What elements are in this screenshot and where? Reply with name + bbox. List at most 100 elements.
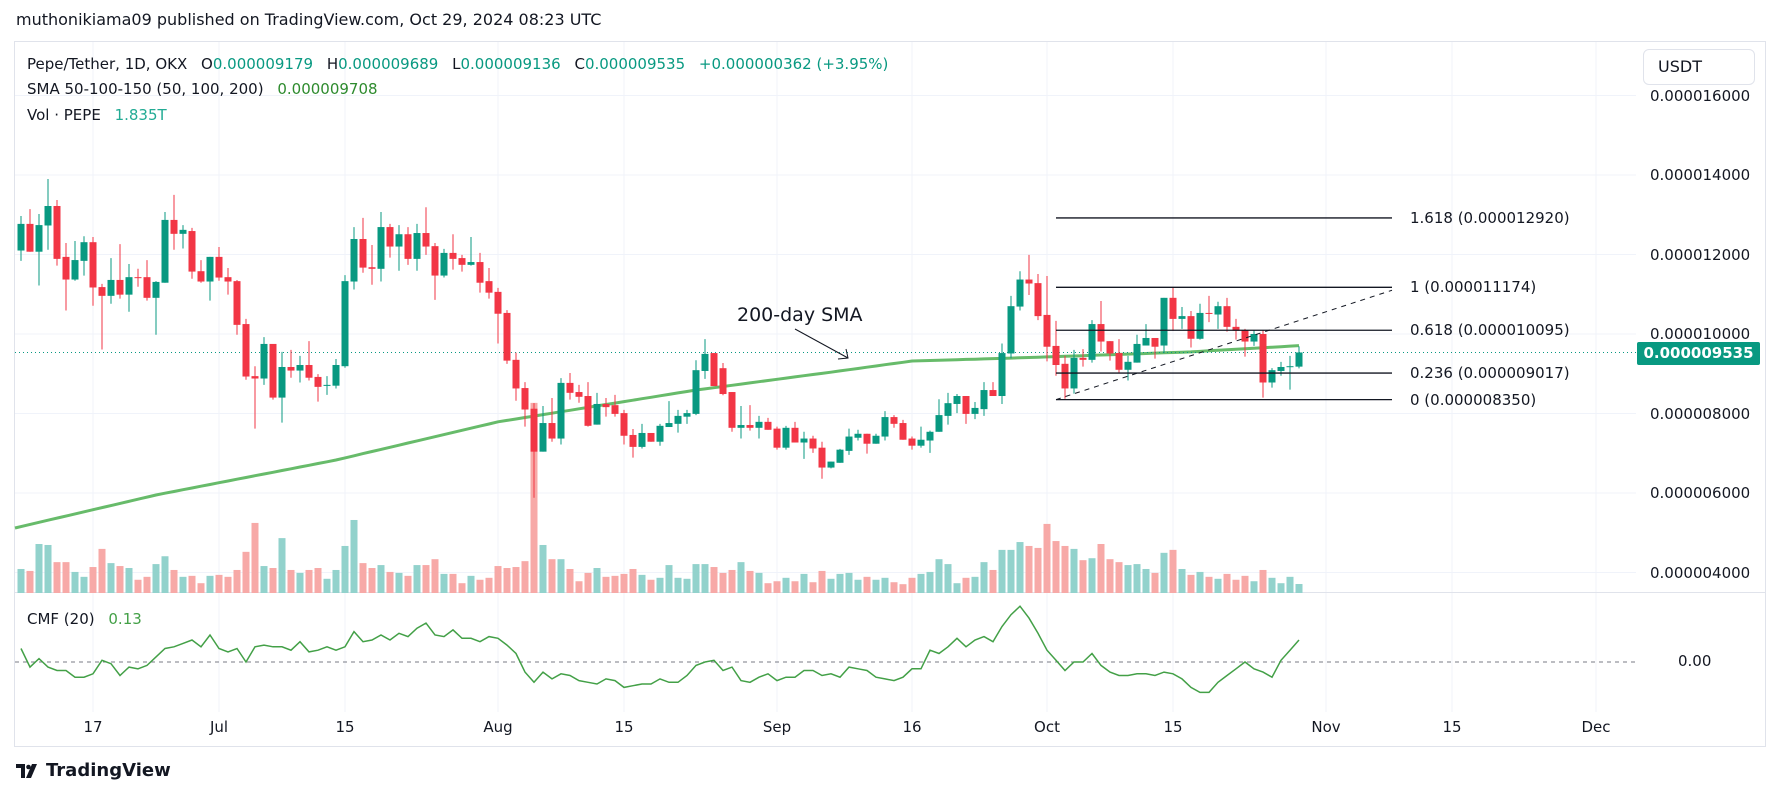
candle[interactable] bbox=[422, 207, 430, 255]
candle[interactable] bbox=[674, 409, 682, 433]
candle[interactable] bbox=[1124, 355, 1132, 381]
candle[interactable] bbox=[683, 409, 691, 424]
candle[interactable] bbox=[368, 244, 376, 285]
candle[interactable] bbox=[530, 403, 538, 498]
sma-annotation-text[interactable]: 200-day SMA bbox=[737, 304, 863, 326]
candle[interactable] bbox=[314, 374, 322, 402]
candle[interactable] bbox=[359, 217, 367, 273]
candle[interactable] bbox=[98, 283, 106, 350]
candle[interactable] bbox=[971, 401, 979, 420]
candle[interactable] bbox=[1169, 287, 1177, 331]
candle[interactable] bbox=[413, 223, 421, 271]
candle[interactable] bbox=[854, 429, 862, 441]
candle[interactable] bbox=[233, 279, 241, 335]
candle[interactable] bbox=[836, 448, 844, 463]
candle[interactable] bbox=[800, 431, 808, 459]
candle[interactable] bbox=[791, 421, 799, 443]
candle[interactable] bbox=[773, 426, 781, 450]
candle[interactable] bbox=[71, 240, 79, 281]
candle[interactable] bbox=[764, 417, 772, 430]
candle[interactable] bbox=[494, 287, 502, 344]
candle[interactable] bbox=[386, 223, 394, 258]
candle[interactable] bbox=[179, 225, 187, 249]
candle[interactable] bbox=[1106, 341, 1114, 361]
candle[interactable] bbox=[206, 256, 214, 301]
candle[interactable] bbox=[440, 248, 448, 278]
candle[interactable] bbox=[710, 353, 718, 387]
candle[interactable] bbox=[962, 396, 970, 424]
candle[interactable] bbox=[134, 268, 142, 287]
candle[interactable] bbox=[1034, 273, 1042, 321]
candle[interactable] bbox=[476, 252, 484, 293]
candle[interactable] bbox=[1214, 301, 1222, 329]
candle[interactable] bbox=[872, 433, 880, 444]
candle[interactable] bbox=[575, 384, 583, 403]
candle[interactable] bbox=[296, 355, 304, 383]
candle[interactable] bbox=[845, 428, 853, 455]
candle[interactable] bbox=[485, 268, 493, 299]
cmf-legend[interactable]: CMF (20) 0.13 bbox=[27, 610, 142, 628]
currency-button[interactable]: USDT bbox=[1643, 49, 1755, 85]
candle[interactable] bbox=[1133, 334, 1141, 363]
candle[interactable] bbox=[1088, 320, 1096, 363]
candle[interactable] bbox=[1241, 328, 1249, 357]
candle[interactable] bbox=[1151, 337, 1159, 359]
volume-legend[interactable]: Vol · PEPE 1.835T bbox=[27, 106, 167, 124]
candle[interactable] bbox=[224, 268, 232, 295]
sma-200-line[interactable] bbox=[14, 344, 1300, 530]
candle[interactable] bbox=[143, 260, 151, 301]
candle[interactable] bbox=[1196, 303, 1204, 340]
candle[interactable] bbox=[17, 215, 25, 261]
candle[interactable] bbox=[161, 211, 169, 283]
candle[interactable] bbox=[638, 423, 646, 449]
candle[interactable] bbox=[728, 392, 736, 432]
candle[interactable] bbox=[1016, 271, 1024, 311]
candle[interactable] bbox=[809, 435, 817, 453]
candle[interactable] bbox=[1160, 297, 1168, 354]
candle[interactable] bbox=[737, 405, 745, 439]
candle[interactable] bbox=[818, 441, 826, 479]
candle[interactable] bbox=[89, 237, 97, 306]
candle[interactable] bbox=[305, 341, 313, 381]
candle[interactable] bbox=[35, 213, 43, 286]
candle[interactable] bbox=[647, 432, 655, 442]
candle[interactable] bbox=[998, 343, 1006, 404]
candle[interactable] bbox=[512, 352, 520, 401]
candle[interactable] bbox=[611, 394, 619, 417]
candle[interactable] bbox=[980, 382, 988, 416]
candle[interactable] bbox=[521, 382, 529, 427]
candle[interactable] bbox=[1187, 310, 1195, 348]
candle[interactable] bbox=[269, 343, 277, 400]
candle[interactable] bbox=[458, 254, 466, 272]
candle[interactable] bbox=[701, 339, 709, 379]
candle[interactable] bbox=[692, 360, 700, 416]
candle[interactable] bbox=[404, 227, 412, 265]
candle[interactable] bbox=[215, 246, 223, 281]
candle[interactable] bbox=[1259, 330, 1267, 398]
candle[interactable] bbox=[602, 397, 610, 417]
candle[interactable] bbox=[188, 227, 196, 279]
annotation-arrow[interactable] bbox=[794, 328, 849, 359]
candle[interactable] bbox=[1007, 295, 1015, 359]
candle[interactable] bbox=[782, 425, 790, 450]
candle[interactable] bbox=[665, 401, 673, 428]
candle[interactable] bbox=[1268, 368, 1276, 388]
candle[interactable] bbox=[332, 359, 340, 389]
candle[interactable] bbox=[449, 234, 457, 270]
candle[interactable] bbox=[350, 227, 358, 290]
candle[interactable] bbox=[44, 178, 52, 250]
fib-trend-line[interactable] bbox=[1055, 289, 1393, 401]
candle[interactable] bbox=[116, 244, 124, 299]
candle[interactable] bbox=[926, 430, 934, 453]
candle[interactable] bbox=[755, 415, 763, 439]
candle[interactable] bbox=[620, 409, 628, 445]
candle[interactable] bbox=[908, 436, 916, 450]
candle[interactable] bbox=[503, 310, 511, 364]
candle[interactable] bbox=[62, 242, 70, 311]
candle[interactable] bbox=[251, 366, 259, 429]
candle[interactable] bbox=[1223, 297, 1231, 332]
candle[interactable] bbox=[260, 337, 268, 385]
candle[interactable] bbox=[1097, 301, 1105, 352]
candle[interactable] bbox=[1205, 295, 1213, 323]
candle[interactable] bbox=[26, 209, 34, 252]
